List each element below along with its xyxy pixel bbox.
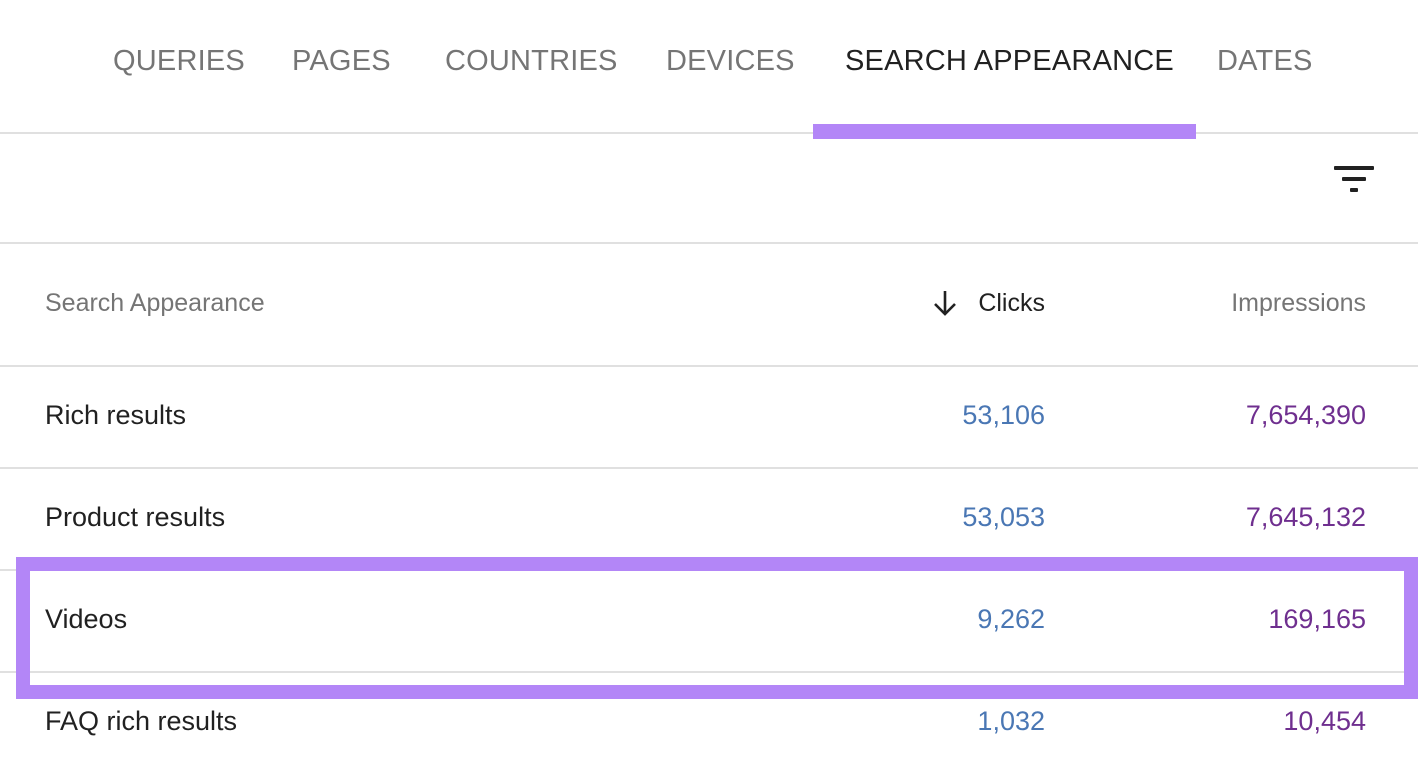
table-row[interactable] [0, 367, 1418, 469]
row-clicks: 1,032 [977, 706, 1045, 736]
row-clicks: 53,106 [962, 400, 1045, 430]
row-clicks: 9,262 [977, 604, 1045, 634]
row-impressions: 7,654,390 [1245, 400, 1366, 430]
row-impressions: 10,454 [1283, 706, 1366, 736]
table-row[interactable] [0, 571, 1418, 673]
row-label: FAQ rich results [45, 706, 238, 736]
arrow-down-icon[interactable] [932, 289, 958, 317]
filter-icon[interactable] [1332, 164, 1376, 194]
filter-bar [0, 134, 1418, 244]
row-label: Product results [45, 502, 226, 532]
tab-search-appearance[interactable]: SEARCH APPEARANCE [845, 45, 1174, 77]
column-header-search-appearance[interactable]: Search Appearance [45, 289, 265, 317]
column-header-impressions[interactable]: Impressions [1231, 289, 1366, 317]
tab-bar: QUERIES PAGES COUNTRIES DEVICES SEARCH A… [0, 0, 1418, 134]
tab-pages[interactable]: PAGES [292, 45, 391, 77]
tab-queries[interactable]: QUERIES [113, 45, 245, 77]
row-label: Videos [45, 604, 128, 634]
tab-dates[interactable]: DATES [1217, 45, 1313, 77]
highlight-box [16, 557, 1418, 699]
row-impressions: 169,165 [1268, 604, 1366, 634]
tab-devices[interactable]: DEVICES [666, 45, 795, 77]
row-impressions: 7,645,132 [1245, 502, 1366, 532]
row-clicks: 53,053 [962, 502, 1045, 532]
active-tab-indicator [813, 124, 1196, 139]
tab-countries[interactable]: COUNTRIES [445, 45, 618, 77]
column-header-clicks[interactable]: Clicks [978, 289, 1045, 317]
row-label: Rich results [45, 400, 187, 430]
table-header [0, 244, 1418, 367]
